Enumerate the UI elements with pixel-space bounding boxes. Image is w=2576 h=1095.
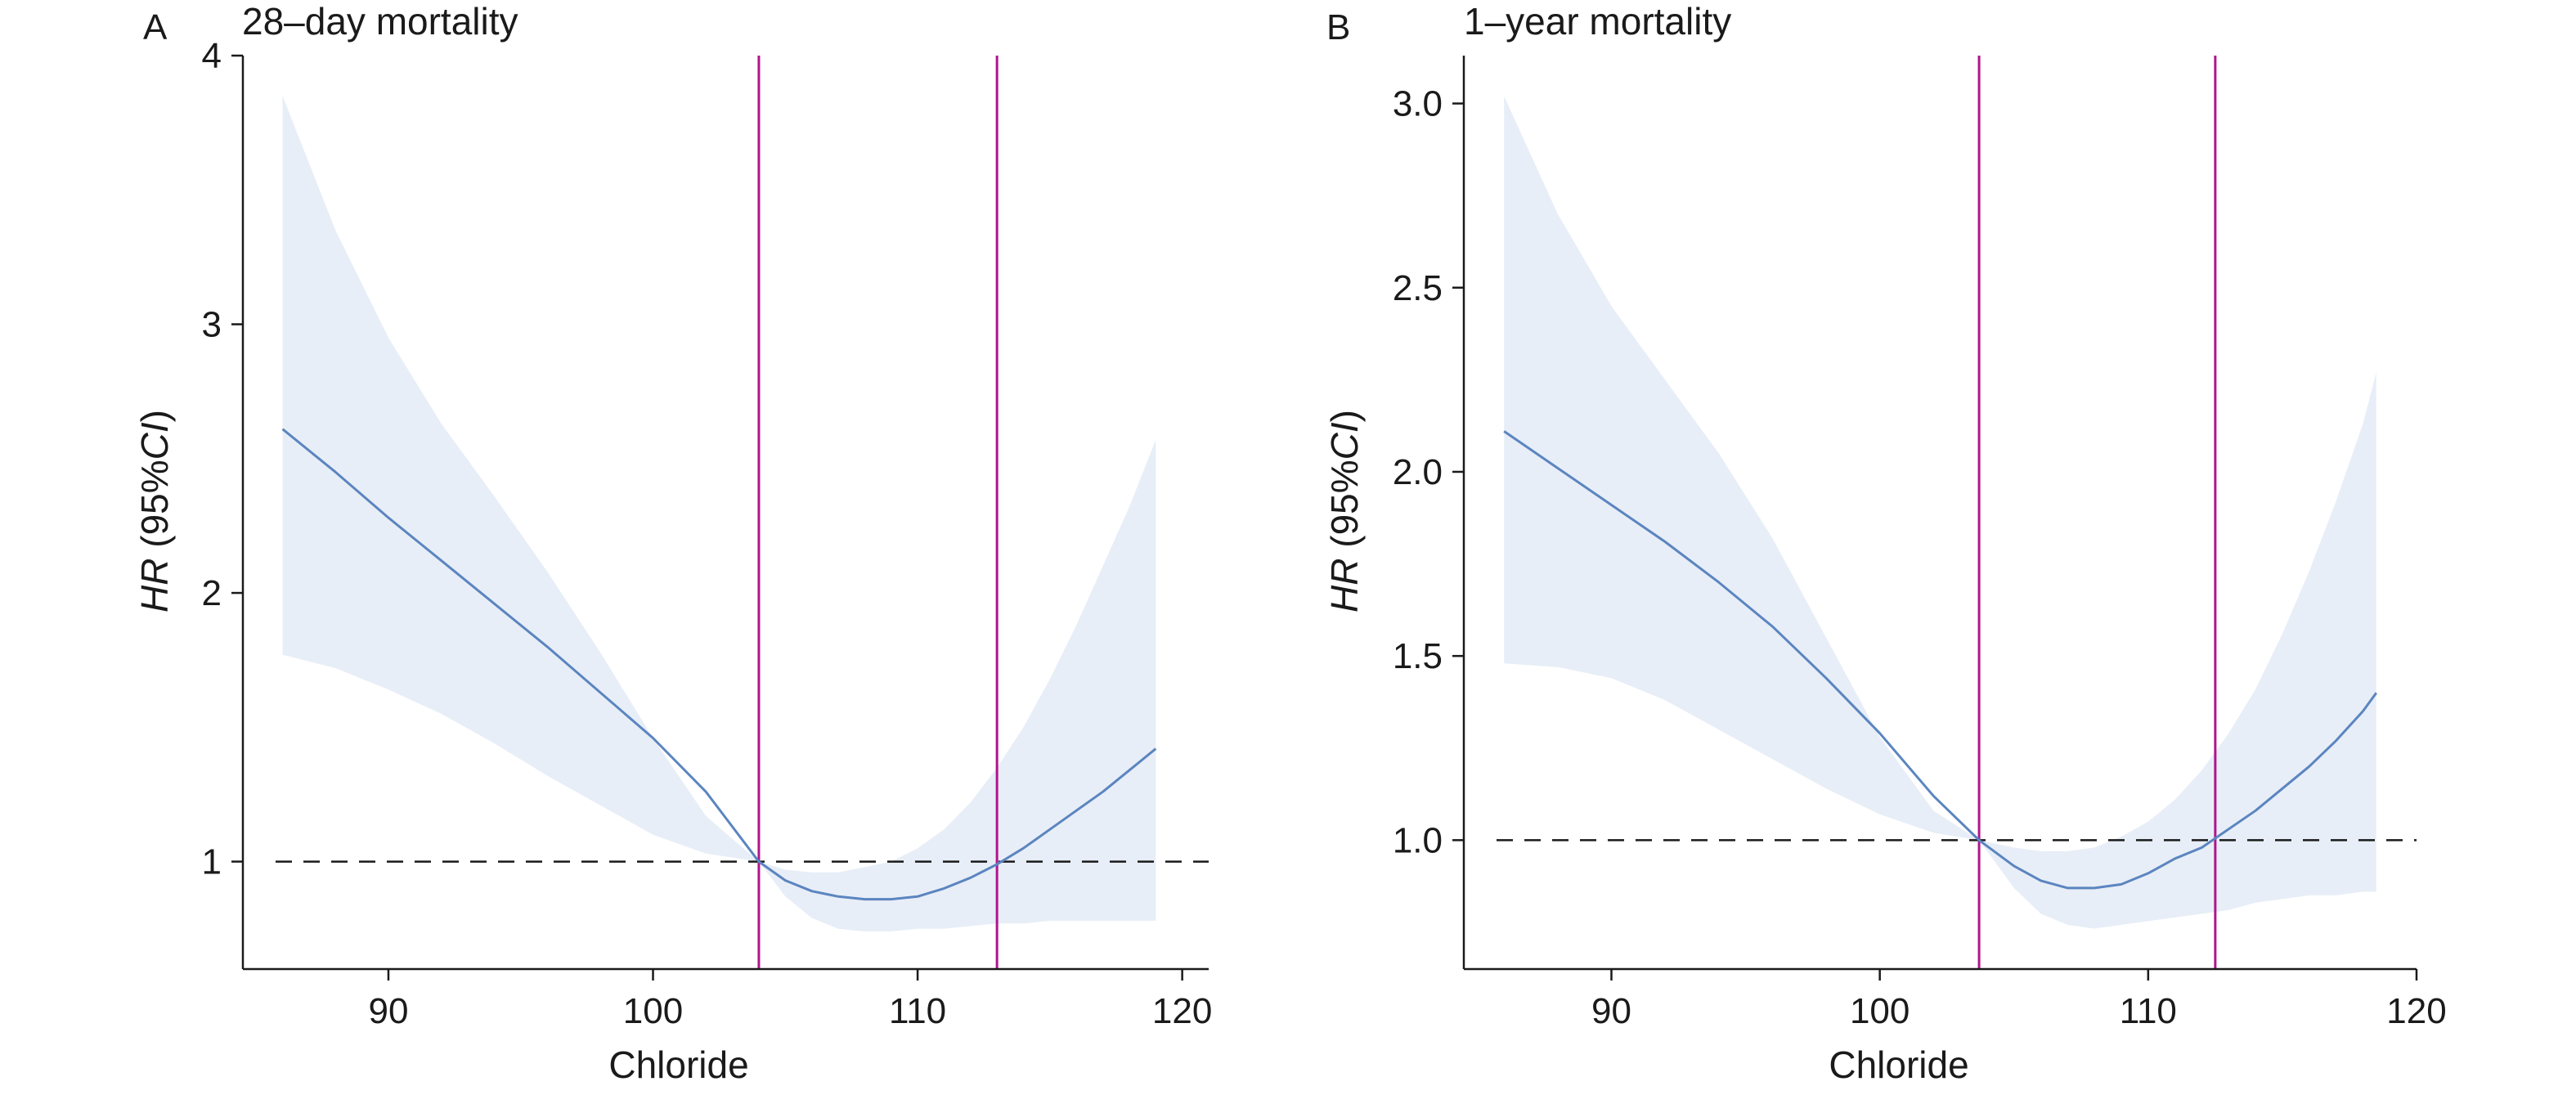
x-tick-label: 120: [1152, 991, 1212, 1031]
panel-a: A 28–day mortality 1 2 3 4 90 100 110 120 Chlor…: [133, 0, 1212, 1086]
y-tick-label: 3: [202, 305, 222, 345]
y-tick-label: 1: [202, 842, 222, 882]
cutoff-lines-layer: [1977, 56, 2217, 969]
x-tick-label: 110: [889, 991, 946, 1031]
y-axis-title-hr: HR: [133, 559, 176, 613]
y-axis-title-close: ): [133, 410, 176, 422]
x-tick-label: 110: [2120, 991, 2177, 1031]
axes: 1 2 3 4 90 100 110 120: [202, 36, 1213, 1031]
y-axis-title: HR (95%CI): [133, 410, 176, 613]
estimate-curve-layer: [1503, 430, 2378, 890]
x-axis-title: Chloride: [608, 1043, 748, 1086]
y-tick-label: 2: [202, 573, 222, 613]
y-tick-label: 4: [202, 36, 222, 76]
y-tick-label: 3.0: [1393, 84, 1443, 124]
panel-letter: B: [1326, 7, 1350, 47]
x-tick-label: 90: [1591, 991, 1631, 1031]
y-axis-title: HR (95%CI): [1323, 410, 1366, 613]
panel-b: B 1–year mortality 1.01.52.02.53.090 100 1…: [1323, 0, 2447, 1086]
x-tick-label: 100: [1850, 991, 1910, 1031]
panel-letter: A: [143, 7, 168, 47]
y-tick-label: 2.0: [1393, 452, 1443, 492]
panel-title: 28–day mortality: [242, 0, 518, 43]
y-axis-title-close: ): [1323, 410, 1366, 422]
estimate-curve-layer: [281, 428, 1157, 901]
y-axis-title-ci: CI: [133, 422, 176, 460]
x-tick-label: 90: [368, 991, 408, 1031]
x-tick-label: 120: [2386, 991, 2446, 1031]
confidence-band-layer: [1504, 96, 2376, 929]
confidence-band-layer: [282, 96, 1156, 932]
y-axis-title-ci: CI: [1323, 422, 1366, 460]
y-axis-title-mid: (95%: [1323, 460, 1366, 558]
x-tick-label: 100: [623, 991, 683, 1031]
estimate-curve: [281, 428, 1157, 901]
y-tick-label: 1.5: [1393, 636, 1443, 676]
axes: 1.0 1.5 2.0 2.5 3.0 90 100 110 120: [1393, 56, 2447, 1031]
y-tick-label: 2.5: [1393, 268, 1443, 308]
panel-title: 1–year mortality: [1464, 0, 1731, 43]
confidence-band: [1504, 96, 2376, 929]
estimate-curve: [1503, 430, 2378, 890]
y-axis-title-mid: (95%: [133, 460, 176, 558]
y-tick-label: 1.0: [1393, 820, 1443, 860]
y-axis-title-hr: HR: [1323, 559, 1366, 613]
x-axis-title: Chloride: [1829, 1043, 1968, 1086]
confidence-band: [282, 96, 1156, 932]
cutoff-lines-layer: [757, 56, 999, 969]
